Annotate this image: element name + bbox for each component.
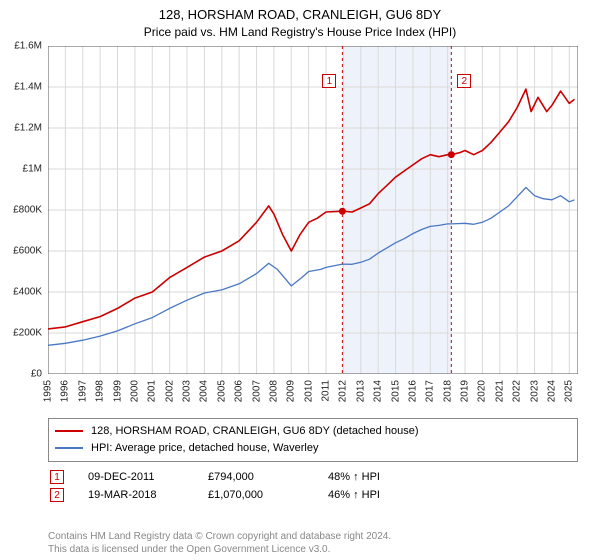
x-tick-label: 2014 xyxy=(373,380,384,402)
x-tick-label: 2010 xyxy=(303,380,314,402)
x-tick-label: 2001 xyxy=(147,380,158,402)
footer-attribution: Contains HM Land Registry data © Crown c… xyxy=(48,530,578,556)
x-tick-label: 2004 xyxy=(199,380,210,402)
chart-marker-box: 2 xyxy=(457,74,471,88)
y-tick-label: £1.2M xyxy=(14,123,42,134)
chart-area: £0£200K£400K£600K£800K£1M£1.2M£1.4M£1.6M… xyxy=(48,46,578,374)
chart-container: 128, HORSHAM ROAD, CRANLEIGH, GU6 8DY Pr… xyxy=(0,0,600,560)
x-tick-label: 2025 xyxy=(564,380,575,402)
legend-swatch-1 xyxy=(55,430,83,432)
x-tick-label: 2011 xyxy=(321,380,332,402)
x-tick-label: 2023 xyxy=(529,380,540,402)
legend-and-sales: 128, HORSHAM ROAD, CRANLEIGH, GU6 8DY (d… xyxy=(48,418,578,504)
x-tick-label: 2008 xyxy=(268,380,279,402)
sale-marker-2: 2 xyxy=(50,488,64,502)
y-tick-label: £200K xyxy=(13,328,42,339)
x-tick-label: 2005 xyxy=(216,380,227,402)
legend-label-1: 128, HORSHAM ROAD, CRANLEIGH, GU6 8DY (d… xyxy=(91,423,418,440)
x-tick-label: 2016 xyxy=(407,380,418,402)
y-tick-label: £800K xyxy=(13,205,42,216)
footer-line-2: This data is licensed under the Open Gov… xyxy=(48,543,578,556)
x-tick-label: 2009 xyxy=(286,380,297,402)
y-tick-label: £400K xyxy=(13,287,42,298)
y-tick-label: £600K xyxy=(13,246,42,257)
x-tick-label: 1999 xyxy=(112,380,123,402)
footer-line-1: Contains HM Land Registry data © Crown c… xyxy=(48,530,578,543)
x-tick-label: 1997 xyxy=(77,380,88,402)
x-tick-label: 1996 xyxy=(60,380,71,402)
y-tick-label: £0 xyxy=(31,369,42,380)
legend-label-2: HPI: Average price, detached house, Wave… xyxy=(91,440,318,457)
x-tick-label: 2022 xyxy=(512,380,523,402)
legend-swatch-2 xyxy=(55,447,83,449)
x-tick-label: 1995 xyxy=(43,380,54,402)
x-tick-label: 2000 xyxy=(129,380,140,402)
x-tick-label: 2018 xyxy=(442,380,453,402)
x-tick-label: 2019 xyxy=(460,380,471,402)
line-chart-svg xyxy=(48,46,578,374)
y-tick-label: £1.6M xyxy=(14,41,42,52)
title-line-2: Price paid vs. HM Land Registry's House … xyxy=(0,24,600,40)
title-block: 128, HORSHAM ROAD, CRANLEIGH, GU6 8DY Pr… xyxy=(0,0,600,40)
chart-marker-box: 1 xyxy=(322,74,336,88)
sale-row-2: 2 19-MAR-2018 £1,070,000 46% ↑ HPI xyxy=(48,486,578,504)
x-tick-label: 1998 xyxy=(95,380,106,402)
sale-date-1: 09-DEC-2011 xyxy=(88,471,208,483)
sale-marker-1: 1 xyxy=(50,470,64,484)
y-tick-label: £1M xyxy=(23,164,42,175)
x-tick-label: 2021 xyxy=(494,380,505,402)
x-tick-label: 2015 xyxy=(390,380,401,402)
sale-price-1: £794,000 xyxy=(208,471,328,483)
title-line-1: 128, HORSHAM ROAD, CRANLEIGH, GU6 8DY xyxy=(0,6,600,24)
legend-box: 128, HORSHAM ROAD, CRANLEIGH, GU6 8DY (d… xyxy=(48,418,578,462)
sale-delta-2: 46% ↑ HPI xyxy=(328,489,448,501)
x-tick-label: 2013 xyxy=(355,380,366,402)
x-tick-label: 2006 xyxy=(234,380,245,402)
x-tick-label: 2002 xyxy=(164,380,175,402)
sale-delta-1: 48% ↑ HPI xyxy=(328,471,448,483)
x-tick-label: 2024 xyxy=(546,380,557,402)
x-tick-label: 2003 xyxy=(182,380,193,402)
x-tick-label: 2007 xyxy=(251,380,262,402)
sale-row-1: 1 09-DEC-2011 £794,000 48% ↑ HPI xyxy=(48,468,578,486)
legend-row-1: 128, HORSHAM ROAD, CRANLEIGH, GU6 8DY (d… xyxy=(55,423,571,440)
legend-row-2: HPI: Average price, detached house, Wave… xyxy=(55,440,571,457)
y-tick-label: £1.4M xyxy=(14,82,42,93)
sale-date-2: 19-MAR-2018 xyxy=(88,489,208,501)
x-tick-label: 2020 xyxy=(477,380,488,402)
x-tick-label: 2017 xyxy=(425,380,436,402)
sale-price-2: £1,070,000 xyxy=(208,489,328,501)
x-tick-label: 2012 xyxy=(338,380,349,402)
